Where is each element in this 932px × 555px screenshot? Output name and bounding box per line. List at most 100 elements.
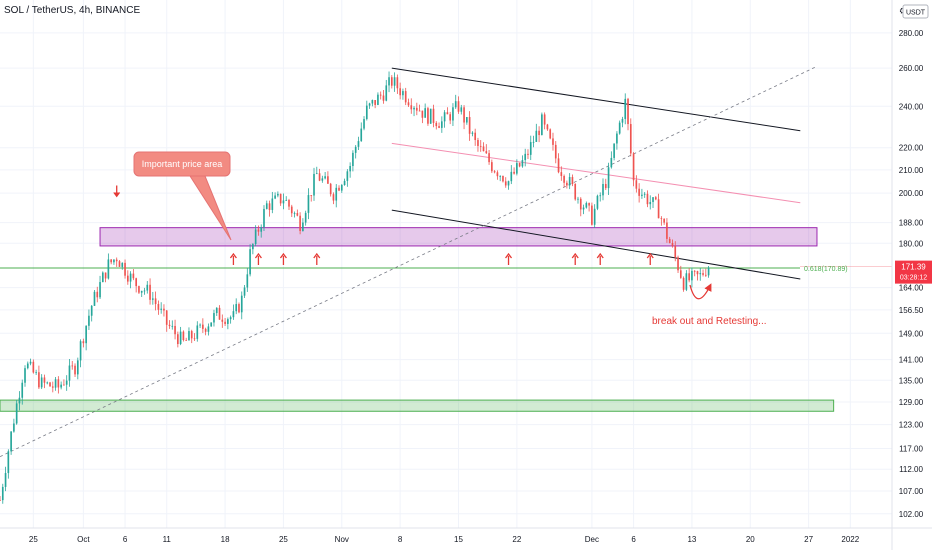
candle-body: [474, 132, 477, 141]
candle-body: [202, 324, 204, 329]
candle-body: [513, 171, 515, 174]
y-tick-label: 135.00: [899, 376, 924, 385]
channel-bottom: [391, 209, 801, 280]
candle: [599, 192, 602, 202]
candle: [610, 151, 613, 169]
candle: [263, 205, 265, 231]
candle: [643, 192, 646, 198]
candle: [4, 466, 7, 492]
candle-body: [35, 372, 37, 374]
support-zone: [0, 399, 835, 412]
candle: [638, 183, 640, 203]
candle: [265, 200, 268, 210]
candle-body: [499, 175, 502, 177]
candle: [660, 216, 663, 226]
candle: [677, 255, 679, 273]
candle-body: [454, 101, 457, 108]
resistance-zone: [99, 227, 818, 247]
candle-body: [160, 308, 163, 310]
candle-body: [282, 200, 285, 204]
candle: [627, 97, 629, 131]
candle-body: [163, 308, 165, 311]
candle: [210, 322, 213, 327]
candle: [221, 314, 224, 328]
candle-body: [246, 274, 249, 288]
candle: [449, 111, 452, 125]
candle-body: [99, 282, 101, 298]
up-arrow-head: [254, 252, 262, 259]
candle: [346, 169, 349, 187]
y-tick-label: 149.00: [899, 329, 924, 338]
x-tick-label: 6: [631, 535, 636, 544]
candle: [277, 191, 279, 198]
candle: [254, 225, 257, 247]
candle: [202, 318, 204, 333]
candle: [54, 376, 57, 391]
candle-body: [327, 176, 329, 184]
candle: [621, 116, 624, 128]
candle-body: [371, 100, 374, 104]
candle-body: [677, 257, 679, 271]
candle: [290, 204, 293, 218]
candle-body: [691, 270, 693, 281]
candle: [454, 94, 457, 109]
candle: [63, 379, 65, 386]
candle-body: [199, 324, 201, 326]
candle: [560, 166, 563, 181]
candle: [702, 269, 704, 277]
candle-body: [254, 229, 257, 245]
candle: [138, 285, 140, 295]
candle-body: [288, 200, 290, 207]
candle: [40, 374, 43, 390]
candle-body: [279, 193, 282, 204]
candle-body: [32, 361, 35, 373]
candle-body: [415, 107, 418, 111]
candle-body: [574, 183, 577, 200]
candle: [529, 135, 532, 161]
candle-body: [138, 286, 140, 293]
candle-body: [418, 110, 421, 112]
candle-body: [552, 138, 554, 145]
zones: [0, 227, 835, 412]
candle-body: [643, 193, 646, 195]
candle-body: [674, 245, 677, 258]
candle-body: [460, 107, 463, 112]
candle-body: [624, 98, 627, 119]
candle: [407, 98, 410, 107]
candle: [482, 142, 485, 152]
candle: [252, 243, 254, 255]
candle: [104, 272, 107, 283]
break-out-label: break out and Retesting...: [652, 316, 767, 327]
candle: [491, 159, 493, 174]
candle-body: [396, 77, 399, 89]
candle-body: [421, 110, 424, 118]
candle: [76, 357, 79, 380]
candle: [488, 150, 490, 165]
candle: [315, 166, 318, 175]
candle: [471, 131, 474, 137]
y-tick-label: 180.00: [899, 239, 924, 248]
candle-body: [652, 197, 654, 203]
candle-body: [538, 130, 540, 136]
candle: [243, 284, 246, 298]
candle: [57, 376, 60, 394]
candle: [496, 170, 499, 180]
candle-body: [177, 334, 179, 345]
candle-body: [299, 215, 301, 231]
candle-body: [449, 114, 452, 121]
candle-body: [118, 261, 121, 267]
candle: [90, 304, 93, 322]
candle-body: [488, 153, 490, 163]
candle: [118, 260, 121, 267]
candle-body: [443, 112, 446, 122]
x-tick-label: 15: [454, 535, 463, 544]
candle: [518, 162, 521, 168]
candle: [307, 188, 310, 220]
candle: [274, 192, 276, 200]
candle-body: [1, 486, 4, 501]
candle-body: [382, 95, 385, 101]
candle: [18, 391, 21, 411]
price-tag-price: 171.39: [901, 263, 926, 272]
